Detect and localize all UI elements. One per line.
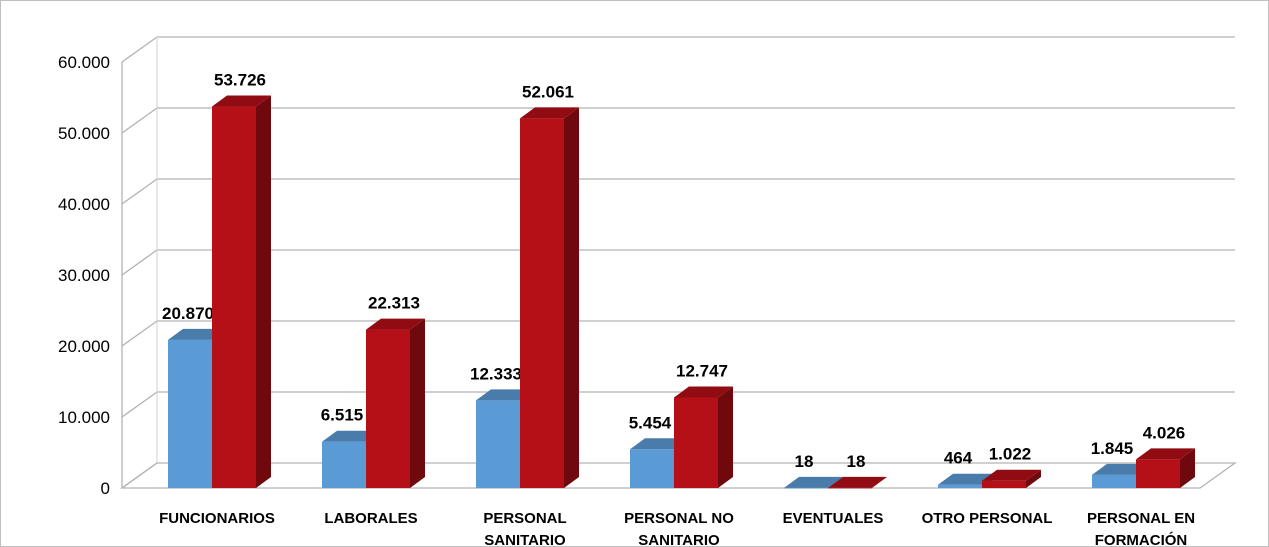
bar-front (212, 106, 256, 488)
data-label: 18 (847, 452, 866, 471)
category-label: SANITARIO (638, 532, 720, 547)
gridline-diagonal (121, 391, 158, 418)
bar-front (1092, 474, 1136, 488)
category-label: PERSONAL EN (1087, 510, 1195, 527)
bar-front (476, 400, 520, 488)
gridline-diagonal (121, 249, 158, 276)
gridline-diagonal (121, 178, 158, 205)
bar-top (1136, 448, 1195, 460)
category-label: FUNCIONARIOS (159, 510, 275, 527)
bar-front (168, 339, 212, 488)
bar-side (1026, 469, 1041, 488)
gridline-diagonal (121, 36, 158, 63)
bar-side (718, 386, 733, 488)
gridline-diagonal (121, 107, 158, 134)
data-label: 464 (944, 449, 973, 468)
data-label: 18 (795, 452, 814, 471)
data-label: 22.313 (368, 294, 420, 313)
data-label: 6.515 (321, 406, 364, 425)
data-label: 4.026 (1143, 423, 1186, 442)
y-tick-label: 10.000 (58, 408, 110, 427)
bar-side (1180, 448, 1195, 488)
bar-front (982, 480, 1026, 488)
bar-top (674, 386, 733, 398)
bar-side (564, 107, 579, 489)
bar-side (256, 95, 271, 488)
data-label: 1.845 (1091, 439, 1134, 458)
bar-front (630, 449, 674, 488)
bar-front (674, 397, 718, 488)
bar-front (784, 487, 828, 489)
y-tick-label: 50.000 (58, 124, 110, 143)
data-label: 53.726 (214, 71, 266, 90)
bar-top (784, 476, 843, 488)
gridline-diagonal (121, 320, 158, 347)
category-label: PERSONAL NO (624, 510, 734, 527)
data-label: 12.747 (676, 361, 728, 380)
bar-front (520, 118, 564, 489)
category-label: EVENTUALES (783, 510, 884, 527)
data-label: 5.454 (629, 413, 672, 432)
bar-front (366, 329, 410, 488)
category-label: PERSONAL (483, 510, 566, 527)
y-tick-label: 40.000 (58, 195, 110, 214)
bar-top (982, 469, 1041, 481)
y-tick-label: 60.000 (58, 53, 110, 72)
bar-top (520, 107, 579, 119)
y-tick-label: 0 (101, 479, 110, 498)
bar-top (212, 95, 271, 107)
category-label: SANITARIO (484, 532, 566, 547)
category-label: OTRO PERSONAL (922, 510, 1053, 527)
bar-front (938, 484, 982, 488)
bar-front (1136, 459, 1180, 488)
y-tick-label: 20.000 (58, 337, 110, 356)
bar-top (366, 318, 425, 330)
bar-front (828, 487, 872, 489)
data-label: 52.061 (522, 82, 574, 101)
bar-top (828, 476, 887, 488)
bar-front (322, 441, 366, 488)
data-label: 20.870 (162, 304, 214, 323)
y-tick-label: 30.000 (58, 266, 110, 285)
category-label: FORMACIÓN (1095, 531, 1188, 547)
bar-side (872, 476, 887, 488)
bar-side (410, 318, 425, 488)
data-label: 1.022 (989, 445, 1032, 464)
category-label: LABORALES (324, 510, 417, 527)
data-label: 12.333 (470, 364, 522, 383)
